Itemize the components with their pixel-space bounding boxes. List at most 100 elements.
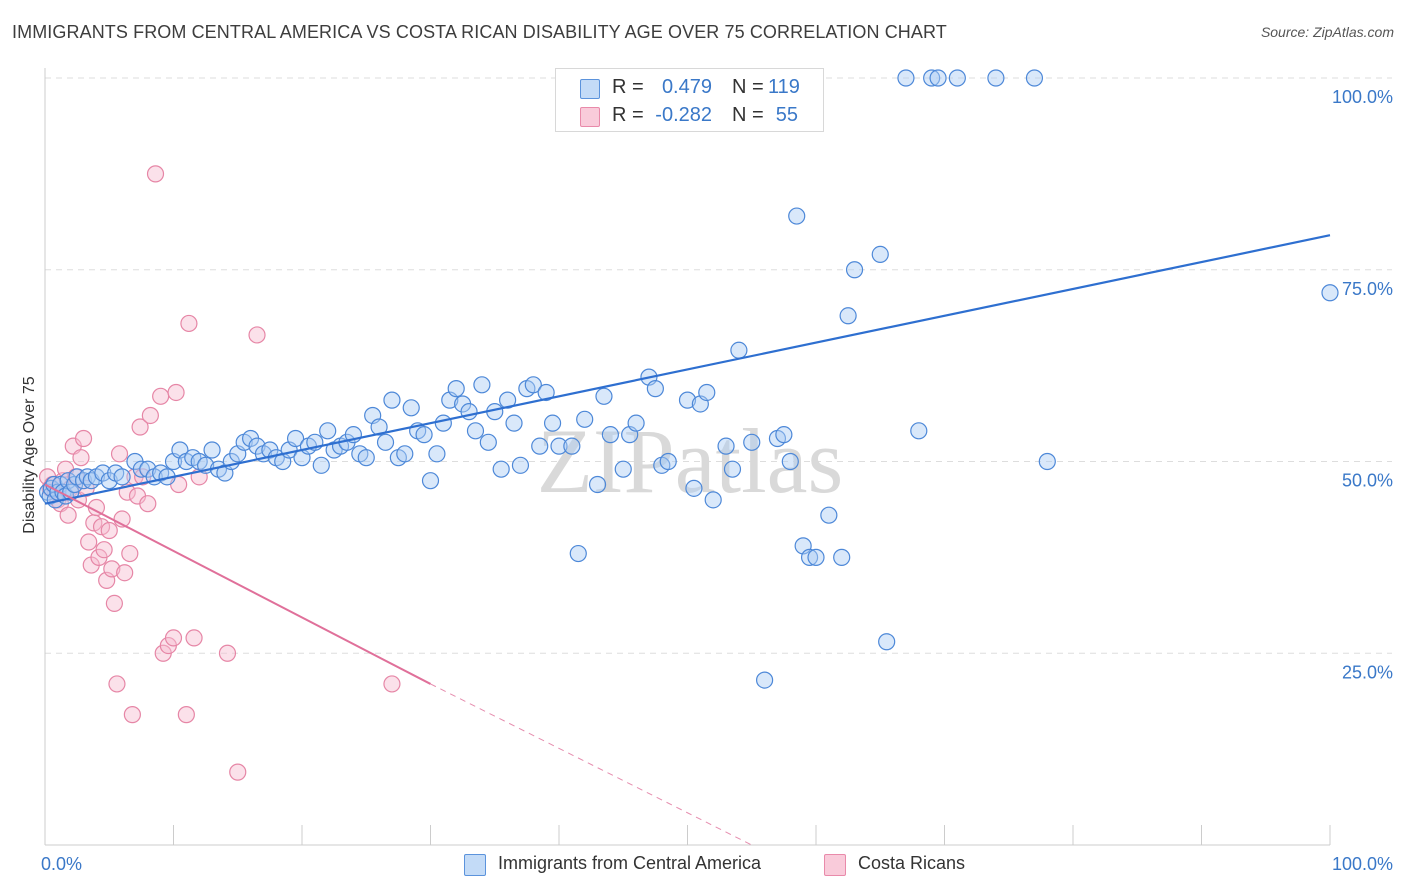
data-point-central-america bbox=[531, 437, 549, 455]
data-point-central-america bbox=[286, 429, 305, 448]
chart-title: IMMIGRANTS FROM CENTRAL AMERICA VS COSTA… bbox=[12, 22, 947, 42]
data-point-central-america bbox=[402, 399, 420, 417]
r-label: R = bbox=[612, 104, 644, 126]
y-tick-label: 25.0% bbox=[1342, 662, 1393, 682]
data-point-central-america bbox=[576, 410, 594, 428]
data-point-central-america bbox=[312, 456, 330, 474]
y-tick-label: 75.0% bbox=[1342, 279, 1393, 299]
legend-row-costa-ricans: R = -0.282 N = 55 bbox=[556, 101, 823, 131]
data-point-central-america bbox=[987, 69, 1005, 87]
data-point-central-america bbox=[421, 472, 440, 490]
data-point-central-america bbox=[717, 437, 735, 455]
data-point-central-america bbox=[839, 307, 857, 325]
data-point-central-america bbox=[447, 380, 465, 398]
data-point-central-america bbox=[319, 422, 337, 440]
data-point-central-america bbox=[601, 426, 620, 444]
legend-item-costa-ricans: Costa Ricans bbox=[824, 852, 994, 878]
data-point-costa-ricans bbox=[74, 429, 93, 448]
trendline-central-america bbox=[44, 234, 1331, 505]
data-point-costa-ricans bbox=[72, 449, 90, 467]
data-point-costa-ricans bbox=[141, 406, 159, 425]
data-point-central-america bbox=[659, 452, 677, 471]
data-point-central-america bbox=[646, 380, 664, 398]
data-point-central-america bbox=[563, 437, 581, 455]
pink-swatch bbox=[580, 107, 600, 127]
data-point-costa-ricans bbox=[121, 544, 139, 563]
data-point-central-america bbox=[614, 460, 632, 478]
data-point-central-america bbox=[588, 475, 607, 494]
n-label: N = bbox=[732, 104, 764, 126]
data-point-costa-ricans bbox=[105, 594, 123, 612]
y-tick-label: 100.0% bbox=[1332, 87, 1393, 107]
gridlines bbox=[45, 77, 1392, 654]
x-tick-label: 100.0% bbox=[1332, 854, 1393, 874]
data-point-central-america bbox=[878, 633, 896, 651]
data-point-central-america bbox=[807, 548, 825, 566]
data-point-costa-ricans bbox=[100, 521, 118, 540]
data-point-central-america bbox=[505, 414, 523, 432]
data-point-central-america bbox=[466, 422, 485, 440]
data-point-costa-ricans bbox=[110, 445, 129, 463]
data-point-costa-ricans bbox=[248, 326, 266, 344]
trendline-costa-ricans bbox=[44, 483, 431, 685]
r-label: R = bbox=[612, 76, 644, 98]
data-point-central-america bbox=[396, 445, 414, 463]
data-point-costa-ricans bbox=[164, 629, 183, 647]
data-point-central-america bbox=[775, 426, 793, 444]
data-point-costa-ricans bbox=[177, 706, 195, 724]
data-point-costa-ricans bbox=[131, 418, 149, 436]
data-point-costa-ricans bbox=[59, 506, 77, 524]
n-value: 55 bbox=[775, 104, 798, 126]
data-point-central-america bbox=[833, 548, 851, 566]
data-point-costa-ricans bbox=[95, 541, 113, 559]
data-point-central-america bbox=[492, 460, 510, 478]
data-point-central-america bbox=[537, 383, 555, 402]
data-point-costa-ricans bbox=[116, 564, 134, 582]
blue-swatch bbox=[464, 854, 486, 876]
legend-row-central-america: R = 0.479 N = 119 bbox=[556, 73, 823, 103]
data-point-central-america bbox=[550, 437, 568, 455]
data-point-central-america bbox=[948, 69, 966, 87]
data-point-costa-ricans bbox=[167, 383, 185, 402]
data-point-central-america bbox=[479, 433, 497, 451]
data-point-central-america bbox=[685, 479, 703, 497]
data-point-central-america bbox=[524, 376, 542, 394]
data-point-central-america bbox=[357, 449, 375, 467]
trendlines bbox=[44, 234, 1331, 846]
data-point-central-america bbox=[788, 207, 806, 225]
data-point-costa-ricans bbox=[92, 518, 111, 536]
data-point-central-america bbox=[845, 261, 864, 279]
data-point-costa-ricans bbox=[185, 629, 203, 647]
n-value: 119 bbox=[768, 76, 800, 98]
pink-swatch bbox=[824, 854, 846, 876]
data-point-central-america bbox=[428, 445, 446, 463]
data-point-costa-ricans bbox=[80, 533, 98, 551]
source-credit: Source: ZipAtlas.com bbox=[1260, 24, 1394, 40]
data-point-central-america bbox=[1025, 69, 1044, 87]
data-point-central-america bbox=[1321, 284, 1339, 302]
data-point-central-america bbox=[755, 671, 774, 689]
data-point-costa-ricans bbox=[108, 675, 126, 693]
data-point-central-america bbox=[569, 544, 587, 563]
data-point-central-america bbox=[698, 383, 716, 402]
data-point-central-america bbox=[473, 376, 491, 394]
data-point-central-america bbox=[704, 491, 722, 509]
data-point-costa-ricans bbox=[123, 706, 141, 724]
central-america-points bbox=[38, 69, 1339, 689]
data-point-central-america bbox=[923, 69, 941, 87]
n-label: N = bbox=[732, 76, 764, 98]
data-point-central-america bbox=[1038, 452, 1056, 471]
y-axis-title: Disability Age Over 75 bbox=[21, 376, 38, 534]
data-point-central-america bbox=[781, 452, 799, 471]
data-point-central-america bbox=[132, 460, 150, 478]
axis-labels: 25.0% 50.0% 75.0% 100.0% 0.0% 100.0% Disabilit… bbox=[21, 87, 1393, 874]
data-point-central-america bbox=[730, 341, 748, 359]
trendline-costa-ricans-extension bbox=[430, 683, 752, 846]
r-value: 0.479 bbox=[661, 76, 712, 98]
data-point-central-america bbox=[595, 387, 613, 405]
data-point-central-america bbox=[723, 460, 742, 478]
data-point-costa-ricans bbox=[103, 560, 121, 578]
data-point-central-america bbox=[678, 391, 697, 409]
data-point-costa-ricans bbox=[139, 495, 157, 513]
